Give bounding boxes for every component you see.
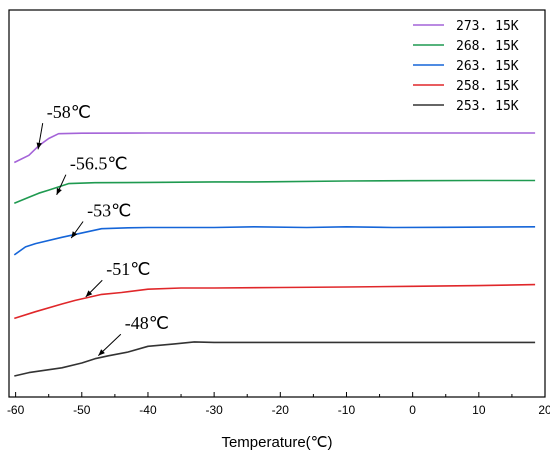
legend-label-1: 268. 15K xyxy=(456,39,519,54)
x-tick-label: -20 xyxy=(272,403,290,417)
x-tick-label: -30 xyxy=(205,403,223,417)
annotation-label-3: -51℃ xyxy=(106,259,150,279)
x-axis-ticks: -60 -50 -40 -30 -20 -10 0 10 20 xyxy=(7,392,550,417)
annotation-arrowhead-3 xyxy=(85,290,93,297)
annotation-arrowhead-0 xyxy=(36,142,42,150)
legend-label-3: 258. 15K xyxy=(456,79,519,94)
annotation-arrowhead-4 xyxy=(98,349,105,356)
legend-label-4: 253. 15K xyxy=(456,99,519,114)
legend: 273. 15K 268. 15K 263. 15K 258. 15K 253. 15K xyxy=(413,19,519,114)
annotation-label-2: -53℃ xyxy=(87,200,131,220)
x-tick-label: 10 xyxy=(472,403,486,417)
series-line-1 xyxy=(13,179,536,205)
annotation-arrowhead-1 xyxy=(56,187,62,195)
x-tick-label: -10 xyxy=(338,403,356,417)
x-tick-label: -40 xyxy=(139,403,157,417)
plot-frame-group xyxy=(8,9,546,398)
series-layer xyxy=(13,132,536,377)
annotation-label-0: -58℃ xyxy=(47,102,91,122)
x-tick-label: -50 xyxy=(73,403,91,417)
series-line-2 xyxy=(13,226,536,256)
legend-label-2: 263. 15K xyxy=(456,59,519,74)
plot-frame xyxy=(8,9,546,398)
x-tick-label: 20 xyxy=(538,403,550,417)
annotation-label-4: -48℃ xyxy=(125,313,169,333)
series-line-3 xyxy=(14,283,536,320)
annotation-arrowhead-2 xyxy=(71,231,78,239)
series-line-4 xyxy=(14,341,536,377)
annotation-layer: -58℃ -56.5℃ -53℃ -51℃ -48℃ xyxy=(36,102,169,356)
legend-label-0: 273. 15K xyxy=(456,19,519,34)
x-tick-label: -60 xyxy=(7,403,25,417)
x-tick-label: 0 xyxy=(409,403,416,417)
annotation-label-1: -56.5℃ xyxy=(70,154,128,174)
x-axis-title: Temperature(℃) xyxy=(221,434,332,451)
